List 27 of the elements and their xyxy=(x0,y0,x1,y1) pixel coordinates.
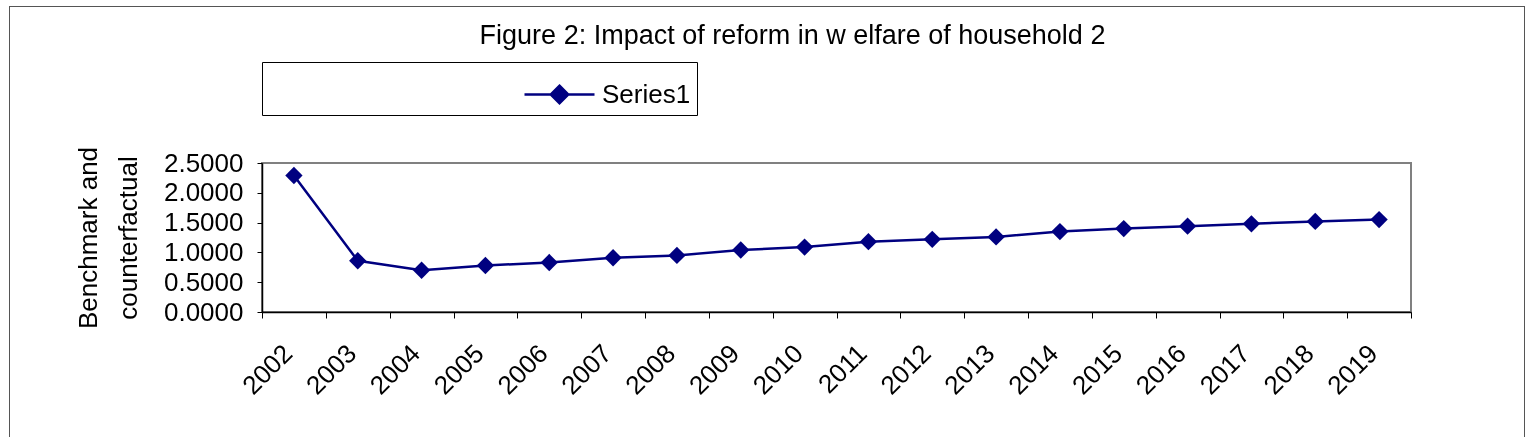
y-tick-label: 2.0000 xyxy=(163,177,244,208)
point xyxy=(540,253,558,272)
y-tick-label: 1.0000 xyxy=(163,236,244,267)
point xyxy=(795,238,814,256)
point xyxy=(1370,210,1388,229)
point xyxy=(732,241,750,259)
point xyxy=(412,261,431,279)
y-tick-label: 0.0000 xyxy=(163,296,244,327)
y-tick-label: 0.5000 xyxy=(163,266,244,297)
point xyxy=(859,233,878,251)
point xyxy=(668,246,686,265)
legend-label: Series1 xyxy=(602,78,691,109)
chart-title: Figure 2: Impact of reform in w elfare of household 2 xyxy=(479,19,1106,50)
point xyxy=(1306,212,1324,231)
point xyxy=(923,230,941,248)
y-tick-label: 2.5000 xyxy=(163,147,244,178)
point xyxy=(1242,215,1261,233)
point xyxy=(1178,217,1197,235)
point xyxy=(604,249,622,267)
point xyxy=(987,228,1005,246)
point xyxy=(285,166,303,185)
point xyxy=(1115,219,1133,238)
point xyxy=(349,252,367,270)
y-tick-label: 1.5000 xyxy=(163,207,244,238)
y-axis-title: Benchmark and counterfactual xyxy=(72,146,143,330)
point xyxy=(1051,222,1069,241)
point xyxy=(476,256,495,275)
